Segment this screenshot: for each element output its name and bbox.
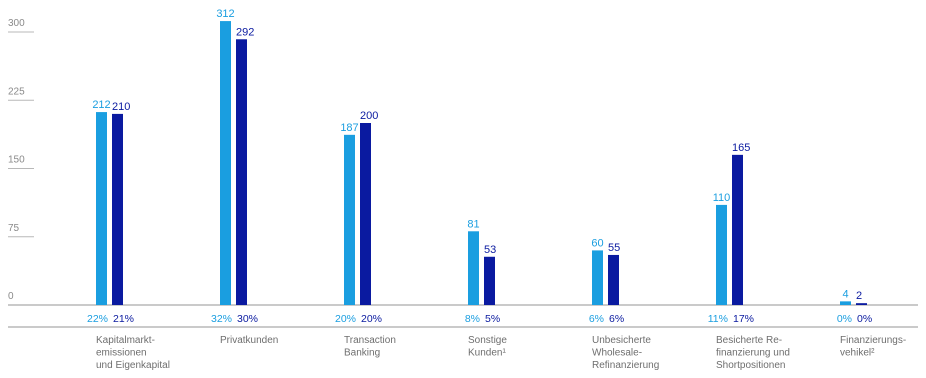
bar (220, 21, 231, 306)
category-labels: Kapitalmarkt-emissionen und Eigenkapital P… (96, 335, 906, 371)
category-label-line: Kunden¹ (468, 348, 506, 359)
y-tick-label: 75 (8, 223, 20, 234)
value-label: 53 (484, 244, 496, 256)
bars (96, 21, 867, 306)
bar (344, 134, 355, 305)
value-labels: 212 312 187 81 60 110 4 210 292 200 53 55 165 2 (92, 8, 862, 302)
y-tick-label: 0 (8, 291, 14, 302)
category-label: Finanzierungs-vehikel² (840, 335, 906, 359)
category-label-line: Transaction (344, 335, 396, 346)
percent-label: 22% (87, 313, 108, 325)
category-label-line: Privatkunden (220, 335, 278, 346)
percent-label: 6% (589, 313, 604, 325)
percent-label: 20% (335, 313, 356, 325)
value-label: 4 (842, 288, 848, 300)
bar (96, 112, 107, 305)
category-label-line: finanzierung und (716, 348, 790, 359)
category-label-line: Wholesale- (592, 348, 642, 359)
percent-labels: 22% 32% 20% 8% 6% 11% 0% 21% 30% 20% 5% 6% 17% 0% (87, 313, 872, 325)
percent-label: 8% (465, 313, 480, 325)
value-label: 212 (92, 99, 110, 111)
bar (608, 254, 619, 305)
bar (112, 113, 123, 306)
category-label-line: Besicherte Re- (716, 335, 782, 346)
percent-label: 0% (837, 313, 852, 325)
value-label: 292 (236, 26, 254, 38)
category-label-line: Refinanzierung (592, 360, 659, 371)
bar (840, 301, 851, 305)
percent-label: 21% (113, 313, 134, 325)
percent-label: 32% (211, 313, 232, 325)
percent-label: 6% (609, 313, 624, 325)
bar (484, 256, 495, 305)
percent-label: 11% (708, 313, 728, 325)
bar (856, 303, 867, 305)
value-label: 312 (216, 8, 234, 20)
value-label: 187 (340, 122, 358, 134)
y-tick-label: 150 (8, 155, 25, 166)
value-label: 200 (360, 110, 378, 122)
category-label: Unbesicherte Wholesale-Refinanzierung (592, 335, 659, 371)
category-label-line: Finanzierungs- (840, 335, 906, 346)
category-label: Sonstige Kunden¹ (468, 335, 507, 359)
y-tick-label: 300 (8, 18, 25, 29)
value-label: 55 (608, 242, 620, 254)
bar (716, 204, 727, 305)
bar (236, 39, 247, 305)
value-label: 110 (713, 192, 731, 204)
bar (732, 154, 743, 305)
value-label: 165 (732, 142, 750, 154)
category-label-line: Banking (344, 348, 380, 359)
bar (468, 231, 479, 305)
bar (592, 250, 603, 305)
y-axis: 300 225 150 75 0 (8, 18, 918, 328)
category-label-line: emissionen (96, 348, 147, 359)
category-label: Transaction Banking (344, 335, 396, 359)
category-label-line: und Eigenkapital (96, 360, 170, 371)
category-label-line: Shortpositionen (716, 360, 786, 371)
category-label: Kapitalmarkt-emissionen und Eigenkapital (96, 335, 170, 371)
category-label-line: vehikel² (840, 348, 875, 359)
percent-label: 17% (733, 313, 754, 325)
category-label: Privatkunden (220, 335, 278, 346)
bar (360, 123, 371, 305)
percent-label: 30% (237, 313, 258, 325)
value-label: 2 (856, 290, 862, 302)
value-label: 60 (591, 237, 603, 249)
category-label-line: Kapitalmarkt- (96, 335, 155, 346)
y-tick-label: 225 (8, 86, 25, 97)
value-label: 210 (112, 101, 130, 113)
category-label: Besicherte Re-finanzierung und Shortposit… (716, 335, 790, 371)
value-label: 81 (467, 218, 479, 230)
category-label-line: Unbesicherte (592, 335, 651, 346)
percent-label: 0% (857, 313, 872, 325)
percent-label: 5% (485, 313, 500, 325)
percent-label: 20% (361, 313, 382, 325)
category-label-line: Sonstige (468, 335, 507, 346)
